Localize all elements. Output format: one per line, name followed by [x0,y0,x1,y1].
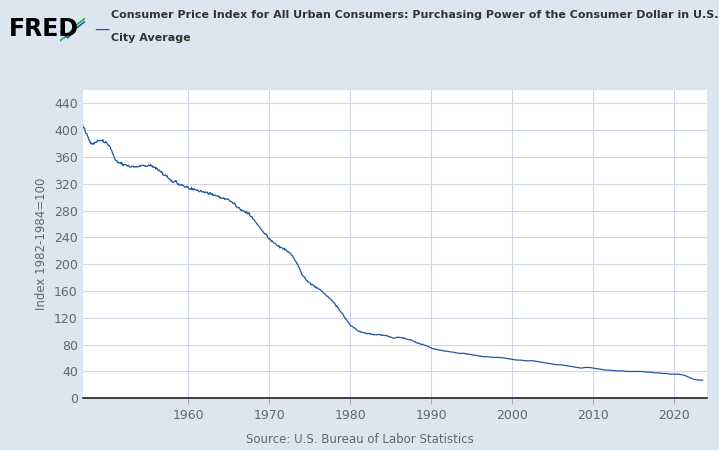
Y-axis label: Index 1982-1984=100: Index 1982-1984=100 [35,178,48,310]
Text: City Average: City Average [111,33,191,43]
Text: Source: U.S. Bureau of Labor Statistics: Source: U.S. Bureau of Labor Statistics [246,433,473,446]
Text: Consumer Price Index for All Urban Consumers: Purchasing Power of the Consumer D: Consumer Price Index for All Urban Consu… [111,10,719,20]
Text: —: — [94,22,109,37]
Text: FRED: FRED [9,17,78,41]
